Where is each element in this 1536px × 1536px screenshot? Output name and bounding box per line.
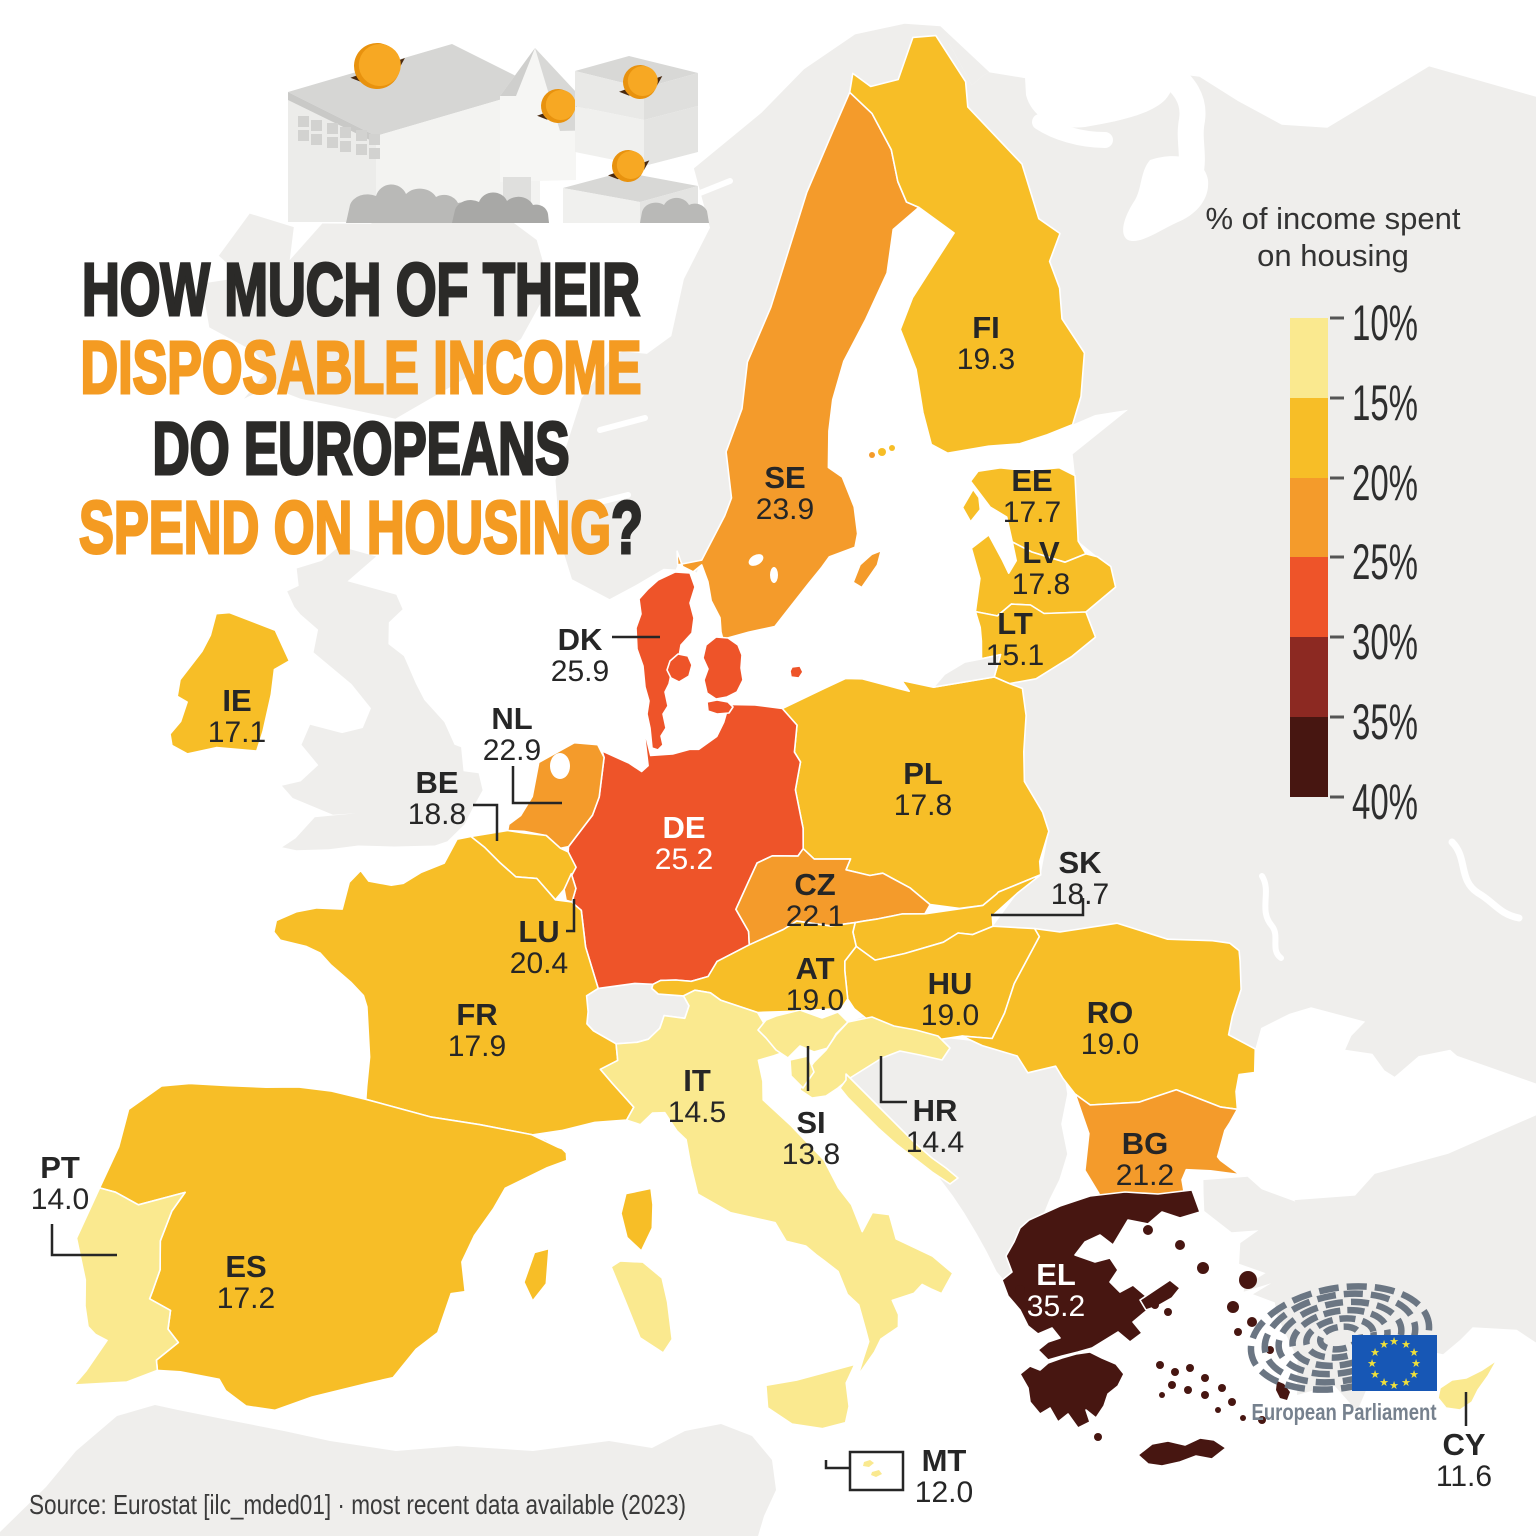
svg-text:PT: PT xyxy=(40,1150,80,1185)
svg-text:20%: 20% xyxy=(1352,455,1418,511)
svg-text:★: ★ xyxy=(1411,1358,1421,1370)
svg-text:★: ★ xyxy=(1401,1377,1411,1389)
svg-text:13.8: 13.8 xyxy=(782,1138,840,1171)
svg-text:Source: Eurostat [ilc_mded01]: Source: Eurostat [ilc_mded01] · most rec… xyxy=(29,1489,686,1520)
svg-text:RO: RO xyxy=(1087,995,1134,1030)
svg-text:EE: EE xyxy=(1011,463,1052,498)
svg-text:17.8: 17.8 xyxy=(1012,568,1070,601)
svg-text:DO EUROPEANS: DO EUROPEANS xyxy=(153,407,570,490)
svg-text:% of income spent: % of income spent xyxy=(1205,201,1460,236)
svg-text:CY: CY xyxy=(1442,1427,1485,1462)
svg-text:30%: 30% xyxy=(1352,614,1418,670)
svg-text:MT: MT xyxy=(922,1443,967,1478)
svg-text:NL: NL xyxy=(491,701,532,736)
svg-text:★: ★ xyxy=(1409,1347,1419,1359)
svg-text:IT: IT xyxy=(683,1063,711,1098)
svg-text:★: ★ xyxy=(1389,1336,1399,1348)
svg-text:17.9: 17.9 xyxy=(448,1030,506,1063)
svg-text:15%: 15% xyxy=(1352,375,1418,431)
svg-text:15.1: 15.1 xyxy=(986,639,1044,672)
svg-text:★: ★ xyxy=(1401,1339,1411,1351)
svg-text:LV: LV xyxy=(1022,535,1060,570)
svg-text:40%: 40% xyxy=(1352,774,1418,830)
svg-text:14.0: 14.0 xyxy=(31,1183,89,1216)
svg-text:17.2: 17.2 xyxy=(217,1282,275,1315)
svg-text:18.7: 18.7 xyxy=(1051,878,1109,911)
svg-text:★: ★ xyxy=(1409,1369,1419,1381)
svg-text:14.4: 14.4 xyxy=(906,1126,964,1159)
svg-text:★: ★ xyxy=(1379,1377,1389,1389)
svg-text:SPEND ON HOUSING?: SPEND ON HOUSING? xyxy=(79,486,643,569)
svg-text:IE: IE xyxy=(222,683,251,718)
svg-text:19.0: 19.0 xyxy=(1081,1028,1139,1061)
svg-text:11.6: 11.6 xyxy=(1436,1460,1492,1493)
svg-text:DK: DK xyxy=(558,622,603,657)
svg-text:SI: SI xyxy=(796,1105,825,1140)
svg-text:35%: 35% xyxy=(1352,694,1418,750)
svg-text:18.8: 18.8 xyxy=(408,798,466,831)
svg-text:SK: SK xyxy=(1058,845,1102,880)
svg-text:★: ★ xyxy=(1367,1358,1377,1370)
svg-text:25.9: 25.9 xyxy=(551,655,609,688)
svg-text:DE: DE xyxy=(662,810,705,845)
svg-text:on housing: on housing xyxy=(1257,238,1409,273)
svg-text:25%: 25% xyxy=(1352,534,1418,590)
svg-text:17.1: 17.1 xyxy=(208,716,266,749)
svg-text:European Parliament: European Parliament xyxy=(1252,1399,1437,1425)
svg-text:★: ★ xyxy=(1370,1347,1380,1359)
svg-text:19.0: 19.0 xyxy=(921,999,979,1032)
svg-text:22.9: 22.9 xyxy=(483,734,541,767)
svg-text:ES: ES xyxy=(225,1249,266,1284)
svg-text:19.0: 19.0 xyxy=(786,984,844,1017)
svg-text:22.1: 22.1 xyxy=(786,900,844,933)
svg-text:AT: AT xyxy=(795,951,834,986)
svg-text:HU: HU xyxy=(928,966,973,1001)
svg-text:17.8: 17.8 xyxy=(894,789,952,822)
svg-text:LU: LU xyxy=(518,914,559,949)
svg-text:25.2: 25.2 xyxy=(655,843,713,876)
svg-text:14.5: 14.5 xyxy=(668,1096,726,1129)
svg-text:CZ: CZ xyxy=(794,867,835,902)
svg-text:★: ★ xyxy=(1379,1339,1389,1351)
svg-text:35.2: 35.2 xyxy=(1027,1290,1085,1323)
svg-text:17.7: 17.7 xyxy=(1003,496,1061,529)
svg-text:★: ★ xyxy=(1370,1369,1380,1381)
svg-text:SE: SE xyxy=(764,460,805,495)
svg-text:HR: HR xyxy=(913,1093,958,1128)
svg-text:LT: LT xyxy=(997,606,1033,641)
svg-text:12.0: 12.0 xyxy=(915,1476,973,1509)
svg-text:19.3: 19.3 xyxy=(957,343,1015,376)
svg-text:23.9: 23.9 xyxy=(756,493,814,526)
svg-text:BG: BG xyxy=(1122,1126,1169,1161)
svg-text:HOW MUCH OF THEIR: HOW MUCH OF THEIR xyxy=(82,248,640,331)
svg-text:FR: FR xyxy=(456,997,497,1032)
svg-text:DISPOSABLE INCOME: DISPOSABLE INCOME xyxy=(81,326,642,409)
svg-text:★: ★ xyxy=(1389,1380,1399,1392)
svg-text:FI: FI xyxy=(972,310,1000,345)
svg-text:PL: PL xyxy=(903,756,943,791)
svg-text:EL: EL xyxy=(1036,1257,1076,1292)
svg-text:20.4: 20.4 xyxy=(510,947,568,980)
svg-text:10%: 10% xyxy=(1352,295,1418,351)
svg-text:BE: BE xyxy=(415,765,458,800)
svg-text:21.2: 21.2 xyxy=(1116,1159,1174,1192)
